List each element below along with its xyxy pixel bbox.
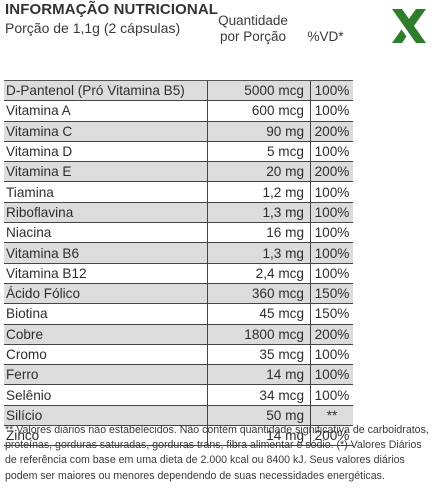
quantity-header-line-2: por Porção <box>219 29 287 44</box>
nutrient-name: Tiamina <box>4 182 208 202</box>
nutrient-vd: 100% <box>314 144 350 160</box>
table-row: Vitamina E 20 mg 200% <box>4 162 353 183</box>
nutrient-quantity: 1800 mcg <box>208 324 311 344</box>
title: INFORMAÇÃO NUTRICIONAL <box>5 1 219 18</box>
nutrient-vd: 100% <box>314 245 350 261</box>
table-row: Tiamina 1,2 mg 100% <box>4 182 353 203</box>
table-row: Selênio 34 mcg 100% <box>4 385 353 406</box>
nutrient-quantity: 35 mcg <box>208 344 311 365</box>
nutrient-name: Biotina <box>4 304 208 324</box>
table-row: Vitamina B6 1,3 mg 100% <box>4 243 353 264</box>
nutrient-name: Silício <box>4 405 208 426</box>
nutrient-vd: 200% <box>314 428 350 444</box>
nutrient-vd: ** <box>326 407 338 423</box>
nutrient-quantity: 50 mg <box>208 405 311 426</box>
nutrient-quantity: 1,3 mg <box>208 243 311 263</box>
nutrient-name: Cromo <box>4 344 208 365</box>
table-row: Vitamina B12 2,4 mcg 100% <box>4 263 353 284</box>
nutrient-vd: 100% <box>314 347 350 362</box>
table-row: Cromo 35 mcg 100% <box>4 344 353 366</box>
nutrient-name: Cobre <box>4 324 208 344</box>
nutrient-quantity: 5 mcg <box>208 141 311 162</box>
footnote: ** Valores diários não estabelecidos. Nã… <box>5 424 429 482</box>
nutrient-quantity: 20 mg <box>208 162 311 182</box>
nutrient-vd: 200% <box>314 123 350 139</box>
nutrient-quantity: 600 mcg <box>208 101 311 121</box>
portion-label: Porção de 1,1g (2 cápsulas) <box>5 20 181 36</box>
nutrient-quantity: 360 mcg <box>208 283 311 304</box>
table-row: Vitamina A 600 mcg 100% <box>4 101 353 122</box>
nutrient-name: Riboflavina <box>4 202 208 223</box>
nutrient-name: Ácido Fólico <box>4 283 208 304</box>
nutrient-quantity: 45 mcg <box>208 304 311 324</box>
nutrient-quantity: 14 mg <box>208 365 311 385</box>
nutrient-vd: 100% <box>314 103 350 119</box>
table-row: Ácido Fólico 360 mcg 150% <box>4 283 353 305</box>
nutrient-vd: 100% <box>314 204 350 220</box>
table-row: Zinco 14 mg 200% <box>4 426 353 447</box>
table-row: D-Pantenol (Pró Vitamina B5) 5000 mcg 100% <box>4 81 353 102</box>
nutrition-table: D-Pantenol (Pró Vitamina B5) 5000 mcg 100%… <box>4 80 353 447</box>
nutrient-vd: 150% <box>314 286 350 302</box>
nutrient-name: Vitamina D <box>4 141 208 162</box>
nutrient-name: Vitamina E <box>4 162 208 182</box>
quantity-header: Quantidade por Porção <box>203 13 303 45</box>
nutrient-quantity: 1,2 mg <box>208 182 311 202</box>
table-row: Vitamina C 90 mg 200% <box>4 121 353 142</box>
nutrient-vd: 100% <box>314 367 350 383</box>
nutrient-vd: 100% <box>314 83 350 99</box>
nutrient-quantity: 2,4 mcg <box>208 263 311 283</box>
nutrient-quantity: 5000 mcg <box>208 81 311 101</box>
quantity-header-line-1: Quantidade <box>218 13 288 28</box>
nutrient-name: Ferro <box>4 365 208 385</box>
nutrient-name: Niacina <box>4 223 208 243</box>
nutrient-name: D-Pantenol (Pró Vitamina B5) <box>4 81 208 101</box>
nutrient-quantity: 1,3 mg <box>208 202 311 223</box>
nutrient-vd: 100% <box>314 225 350 241</box>
nutrient-vd: 200% <box>314 164 350 180</box>
table-row: Cobre 1800 mcg 200% <box>4 324 353 345</box>
nutrient-vd: 100% <box>314 184 350 200</box>
nutrient-name: Selênio <box>4 385 208 405</box>
vd-header: %VD* <box>307 29 344 44</box>
nutrient-quantity: 34 mcg <box>208 385 311 405</box>
nutrient-name: Vitamina B12 <box>4 263 208 283</box>
x-logo-icon <box>392 9 426 43</box>
nutrient-name: Vitamina A <box>4 101 208 121</box>
nutrient-vd: 200% <box>314 326 350 342</box>
nutrient-name: Vitamina B6 <box>4 243 208 263</box>
table-row: Niacina 16 mg 100% <box>4 223 353 244</box>
nutrient-vd: 150% <box>314 306 350 322</box>
nutrient-quantity: 16 mg <box>208 223 311 243</box>
table-row: Biotina 45 mcg 150% <box>4 304 353 325</box>
nutrient-vd: 100% <box>314 265 350 281</box>
table-row: Riboflavina 1,3 mg 100% <box>4 202 353 224</box>
table-row: Ferro 14 mg 100% <box>4 365 353 386</box>
nutrient-name: Zinco <box>4 426 208 446</box>
nutrient-vd: 100% <box>314 387 350 403</box>
nutrient-quantity: 90 mg <box>208 121 311 141</box>
nutrient-name: Vitamina C <box>4 121 208 141</box>
table-row: Silício 50 mg ** <box>4 405 353 427</box>
nutrient-quantity: 14 mg <box>208 426 311 446</box>
